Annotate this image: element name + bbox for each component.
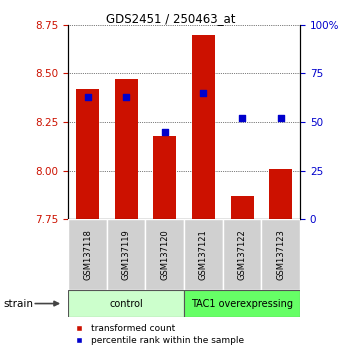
Legend: transformed count, percentile rank within the sample: transformed count, percentile rank withi… — [69, 324, 245, 346]
Point — [85, 94, 90, 99]
Text: strain: strain — [3, 298, 33, 309]
Bar — [262, 219, 300, 290]
Bar — [269, 169, 292, 219]
Text: GSM137121: GSM137121 — [199, 229, 208, 280]
Bar — [107, 219, 146, 290]
Bar — [68, 290, 184, 317]
Bar — [184, 290, 300, 317]
Bar — [68, 219, 107, 290]
Text: GDS2451 / 250463_at: GDS2451 / 250463_at — [106, 12, 235, 25]
Text: GSM137122: GSM137122 — [238, 229, 247, 280]
Bar — [146, 219, 184, 290]
Point — [162, 129, 167, 135]
Point — [201, 90, 206, 96]
Text: control: control — [109, 298, 143, 309]
Text: TAC1 overexpressing: TAC1 overexpressing — [191, 298, 293, 309]
Bar — [223, 219, 262, 290]
Point — [278, 115, 283, 121]
Point — [123, 94, 129, 99]
Text: GSM137120: GSM137120 — [160, 229, 169, 280]
Text: GSM137118: GSM137118 — [83, 229, 92, 280]
Point — [239, 115, 245, 121]
Bar — [153, 136, 176, 219]
Bar — [115, 79, 138, 219]
Bar — [76, 89, 99, 219]
Bar — [184, 219, 223, 290]
Text: GSM137119: GSM137119 — [122, 229, 131, 280]
Text: GSM137123: GSM137123 — [276, 229, 285, 280]
Bar — [231, 196, 254, 219]
Bar — [192, 35, 215, 219]
